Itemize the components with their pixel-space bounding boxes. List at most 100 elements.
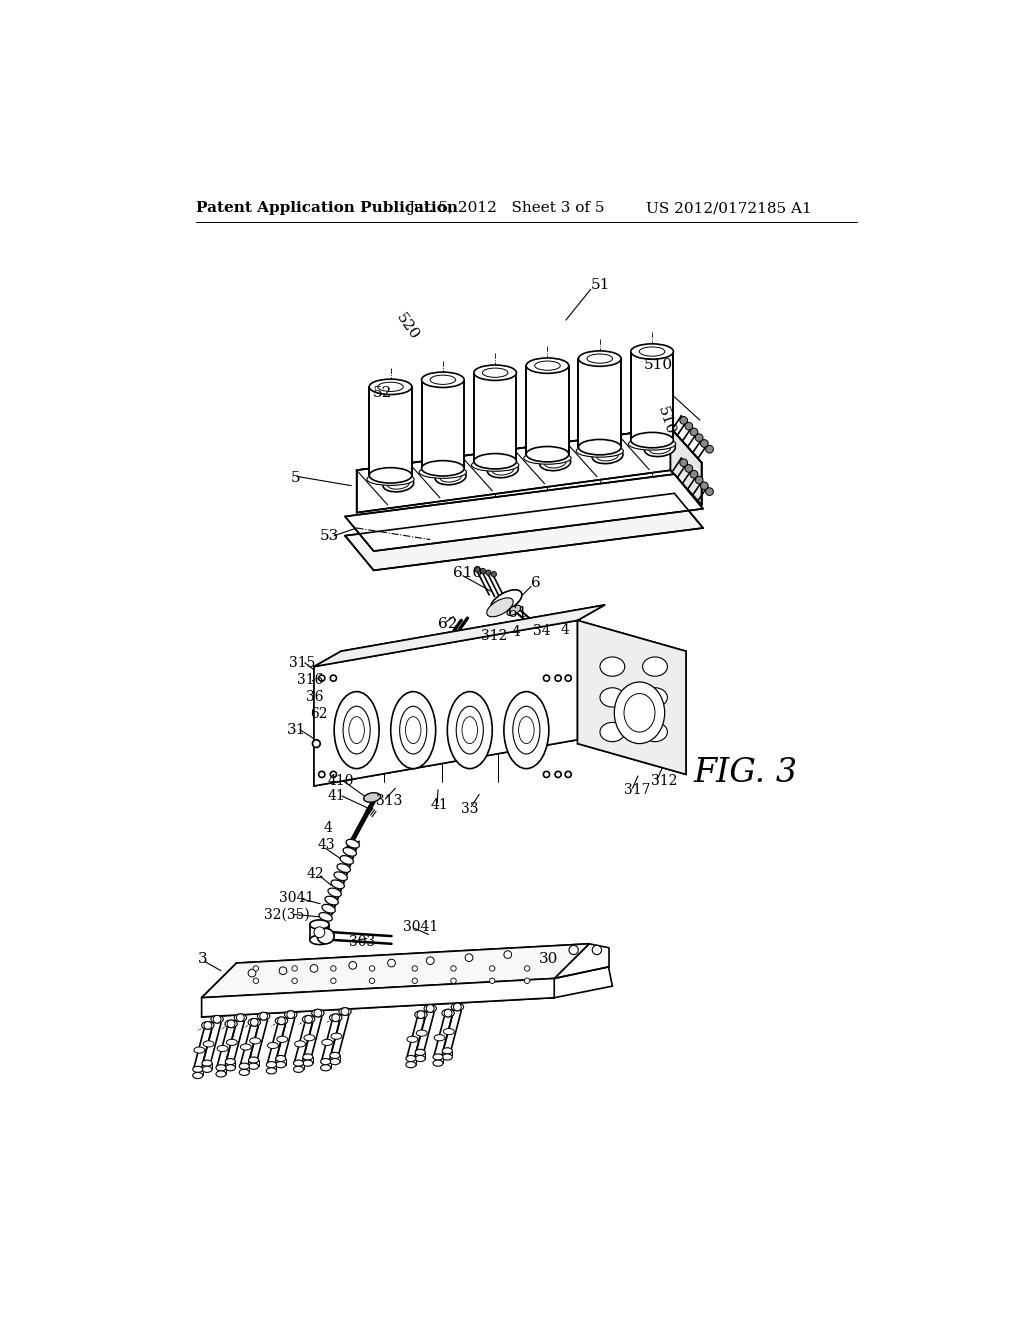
Text: 62: 62	[438, 618, 458, 631]
Ellipse shape	[587, 354, 612, 363]
Ellipse shape	[487, 462, 518, 478]
Ellipse shape	[331, 880, 344, 888]
Ellipse shape	[334, 692, 379, 768]
Text: 34: 34	[532, 624, 550, 638]
Circle shape	[680, 459, 687, 466]
Ellipse shape	[216, 1071, 226, 1077]
Ellipse shape	[266, 1061, 276, 1068]
Ellipse shape	[322, 1039, 333, 1045]
Text: 43: 43	[317, 838, 336, 853]
Circle shape	[690, 428, 698, 436]
Ellipse shape	[317, 928, 334, 944]
Polygon shape	[314, 620, 578, 785]
Ellipse shape	[294, 1067, 303, 1072]
Text: 312: 312	[480, 628, 507, 643]
Ellipse shape	[343, 706, 371, 754]
Ellipse shape	[592, 447, 623, 463]
Ellipse shape	[267, 1043, 279, 1048]
Circle shape	[331, 771, 337, 777]
Ellipse shape	[600, 688, 625, 708]
Polygon shape	[671, 428, 701, 506]
Circle shape	[569, 945, 579, 954]
Circle shape	[695, 434, 703, 442]
Circle shape	[237, 1014, 245, 1022]
Ellipse shape	[643, 688, 668, 708]
Ellipse shape	[535, 362, 560, 371]
Ellipse shape	[406, 1061, 416, 1068]
Ellipse shape	[304, 1035, 314, 1040]
Circle shape	[475, 566, 480, 573]
Polygon shape	[202, 978, 554, 1016]
Circle shape	[680, 417, 687, 424]
Ellipse shape	[643, 657, 668, 676]
Text: 30: 30	[539, 952, 558, 966]
Circle shape	[685, 422, 692, 430]
Ellipse shape	[624, 693, 655, 733]
Text: 51: 51	[591, 279, 610, 293]
Ellipse shape	[490, 590, 522, 612]
Text: 316: 316	[297, 673, 324, 688]
Text: 610: 610	[454, 566, 482, 579]
Circle shape	[412, 978, 418, 983]
Ellipse shape	[275, 1056, 286, 1061]
Ellipse shape	[225, 1020, 238, 1028]
Text: 6: 6	[531, 577, 541, 590]
Text: 520: 520	[393, 310, 421, 342]
Text: 510: 510	[643, 358, 673, 372]
Ellipse shape	[417, 1030, 427, 1036]
Polygon shape	[526, 366, 568, 454]
Ellipse shape	[309, 920, 329, 929]
Ellipse shape	[193, 1072, 203, 1078]
Circle shape	[331, 675, 337, 681]
Ellipse shape	[250, 1038, 260, 1044]
Text: Jul. 5, 2012   Sheet 3 of 5: Jul. 5, 2012 Sheet 3 of 5	[409, 202, 605, 215]
Text: 41: 41	[430, 799, 449, 812]
Text: FIG. 3: FIG. 3	[693, 756, 798, 789]
Ellipse shape	[639, 347, 665, 356]
Ellipse shape	[331, 1034, 342, 1039]
Ellipse shape	[311, 1010, 324, 1016]
Circle shape	[314, 927, 325, 937]
Polygon shape	[356, 428, 671, 512]
Ellipse shape	[614, 682, 665, 743]
Circle shape	[492, 572, 497, 577]
Ellipse shape	[579, 351, 622, 367]
Circle shape	[544, 675, 550, 681]
Text: Patent Application Publication: Patent Application Publication	[197, 202, 458, 215]
Text: US 2012/0172185 A1: US 2012/0172185 A1	[646, 202, 811, 215]
Text: 313: 313	[376, 795, 402, 808]
Ellipse shape	[406, 717, 421, 743]
Polygon shape	[578, 620, 686, 775]
Polygon shape	[345, 494, 703, 570]
Polygon shape	[579, 359, 622, 447]
Circle shape	[213, 1015, 221, 1023]
Polygon shape	[314, 605, 604, 667]
Ellipse shape	[435, 469, 466, 484]
Text: 32(35): 32(35)	[263, 908, 309, 921]
Ellipse shape	[241, 1044, 251, 1051]
Circle shape	[426, 1005, 434, 1012]
Ellipse shape	[545, 458, 566, 469]
Ellipse shape	[415, 1011, 427, 1019]
Text: 317: 317	[624, 783, 650, 797]
Ellipse shape	[330, 1052, 340, 1059]
Polygon shape	[631, 351, 674, 440]
Ellipse shape	[203, 1040, 214, 1047]
Circle shape	[451, 966, 457, 972]
Circle shape	[706, 488, 714, 495]
Circle shape	[349, 961, 356, 969]
Ellipse shape	[309, 936, 329, 945]
Circle shape	[489, 966, 495, 972]
Ellipse shape	[370, 379, 412, 395]
Circle shape	[695, 477, 703, 484]
Circle shape	[504, 950, 512, 958]
Polygon shape	[345, 474, 703, 552]
Text: 4: 4	[324, 821, 332, 836]
Circle shape	[700, 440, 709, 447]
Ellipse shape	[579, 440, 622, 455]
Circle shape	[251, 1019, 258, 1026]
Circle shape	[700, 482, 709, 490]
Circle shape	[370, 966, 375, 972]
Ellipse shape	[334, 873, 347, 880]
Ellipse shape	[407, 1036, 418, 1043]
